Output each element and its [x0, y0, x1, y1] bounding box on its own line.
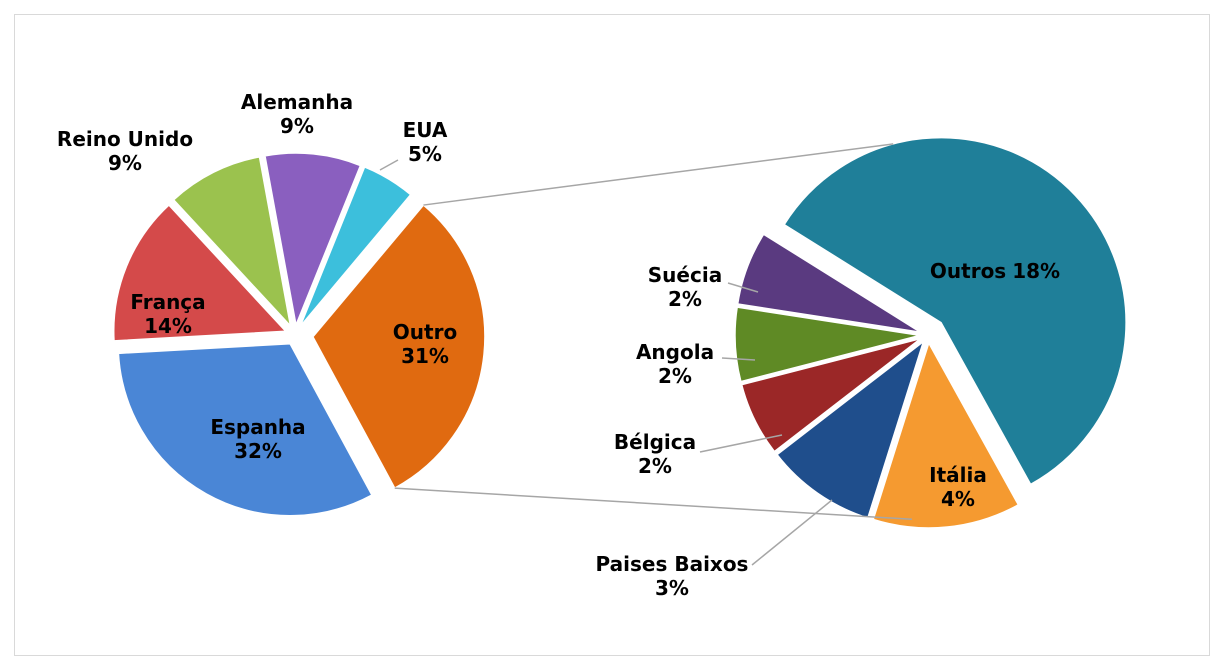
category-label: Outros — [930, 259, 1006, 283]
leader-line — [727, 282, 759, 293]
value-label: 5% — [408, 142, 442, 166]
value-label: 3% — [655, 576, 689, 600]
data-label: Bélgica 2% — [614, 430, 696, 478]
pie-slice — [740, 337, 922, 453]
value-label: 9% — [108, 151, 142, 175]
value-label: 18% — [1012, 259, 1060, 283]
data-label: Itália 4% — [929, 463, 987, 511]
value-label: 9% — [280, 114, 314, 138]
data-label: França 14% — [130, 290, 205, 338]
connector-line — [423, 143, 894, 206]
category-label: Paises Baixos — [596, 552, 749, 576]
pie-slice — [734, 306, 921, 383]
category-label: EUA — [403, 118, 448, 142]
leader-line — [721, 357, 756, 361]
category-label: Suécia — [648, 263, 722, 287]
pie-slice — [117, 342, 373, 517]
chart-frame — [14, 14, 1210, 656]
category-label: França — [130, 290, 205, 314]
pie-slice — [172, 156, 292, 329]
data-label: Paises Baixos 3% — [596, 552, 749, 600]
category-label: Itália — [929, 463, 987, 487]
leader-line — [699, 434, 783, 453]
value-label: 2% — [638, 454, 672, 478]
pie-slice — [783, 136, 1127, 486]
leader-line — [379, 159, 399, 171]
data-label: Suécia 2% — [648, 263, 722, 311]
pie-slice — [299, 165, 412, 327]
value-label: 2% — [658, 364, 692, 388]
category-label: Alemanha — [241, 90, 353, 114]
data-label: Outro 31% — [393, 320, 457, 368]
category-label: Outro — [393, 320, 457, 344]
leader-line — [751, 499, 833, 566]
value-label: 32% — [234, 439, 282, 463]
value-label: 4% — [941, 487, 975, 511]
category-label: Reino Unido — [57, 127, 193, 151]
data-label: EUA 5% — [403, 118, 448, 166]
category-label: Bélgica — [614, 430, 696, 454]
data-label: Reino Unido 9% — [57, 127, 193, 175]
value-label: 14% — [144, 314, 192, 338]
data-label: Angola 2% — [636, 340, 714, 388]
connector-line — [394, 487, 912, 521]
data-label: Outros 18% — [930, 259, 1060, 283]
data-label: Espanha 32% — [210, 415, 305, 463]
value-label: 2% — [668, 287, 702, 311]
pie-slice — [112, 203, 288, 342]
pie-slice — [264, 152, 362, 328]
pie-slice — [736, 233, 921, 333]
pie-slice — [872, 341, 1020, 529]
category-label: Angola — [636, 340, 714, 364]
pie-slice — [312, 204, 486, 490]
data-label: Alemanha 9% — [241, 90, 353, 138]
category-label: Espanha — [210, 415, 305, 439]
value-label: 31% — [401, 344, 449, 368]
